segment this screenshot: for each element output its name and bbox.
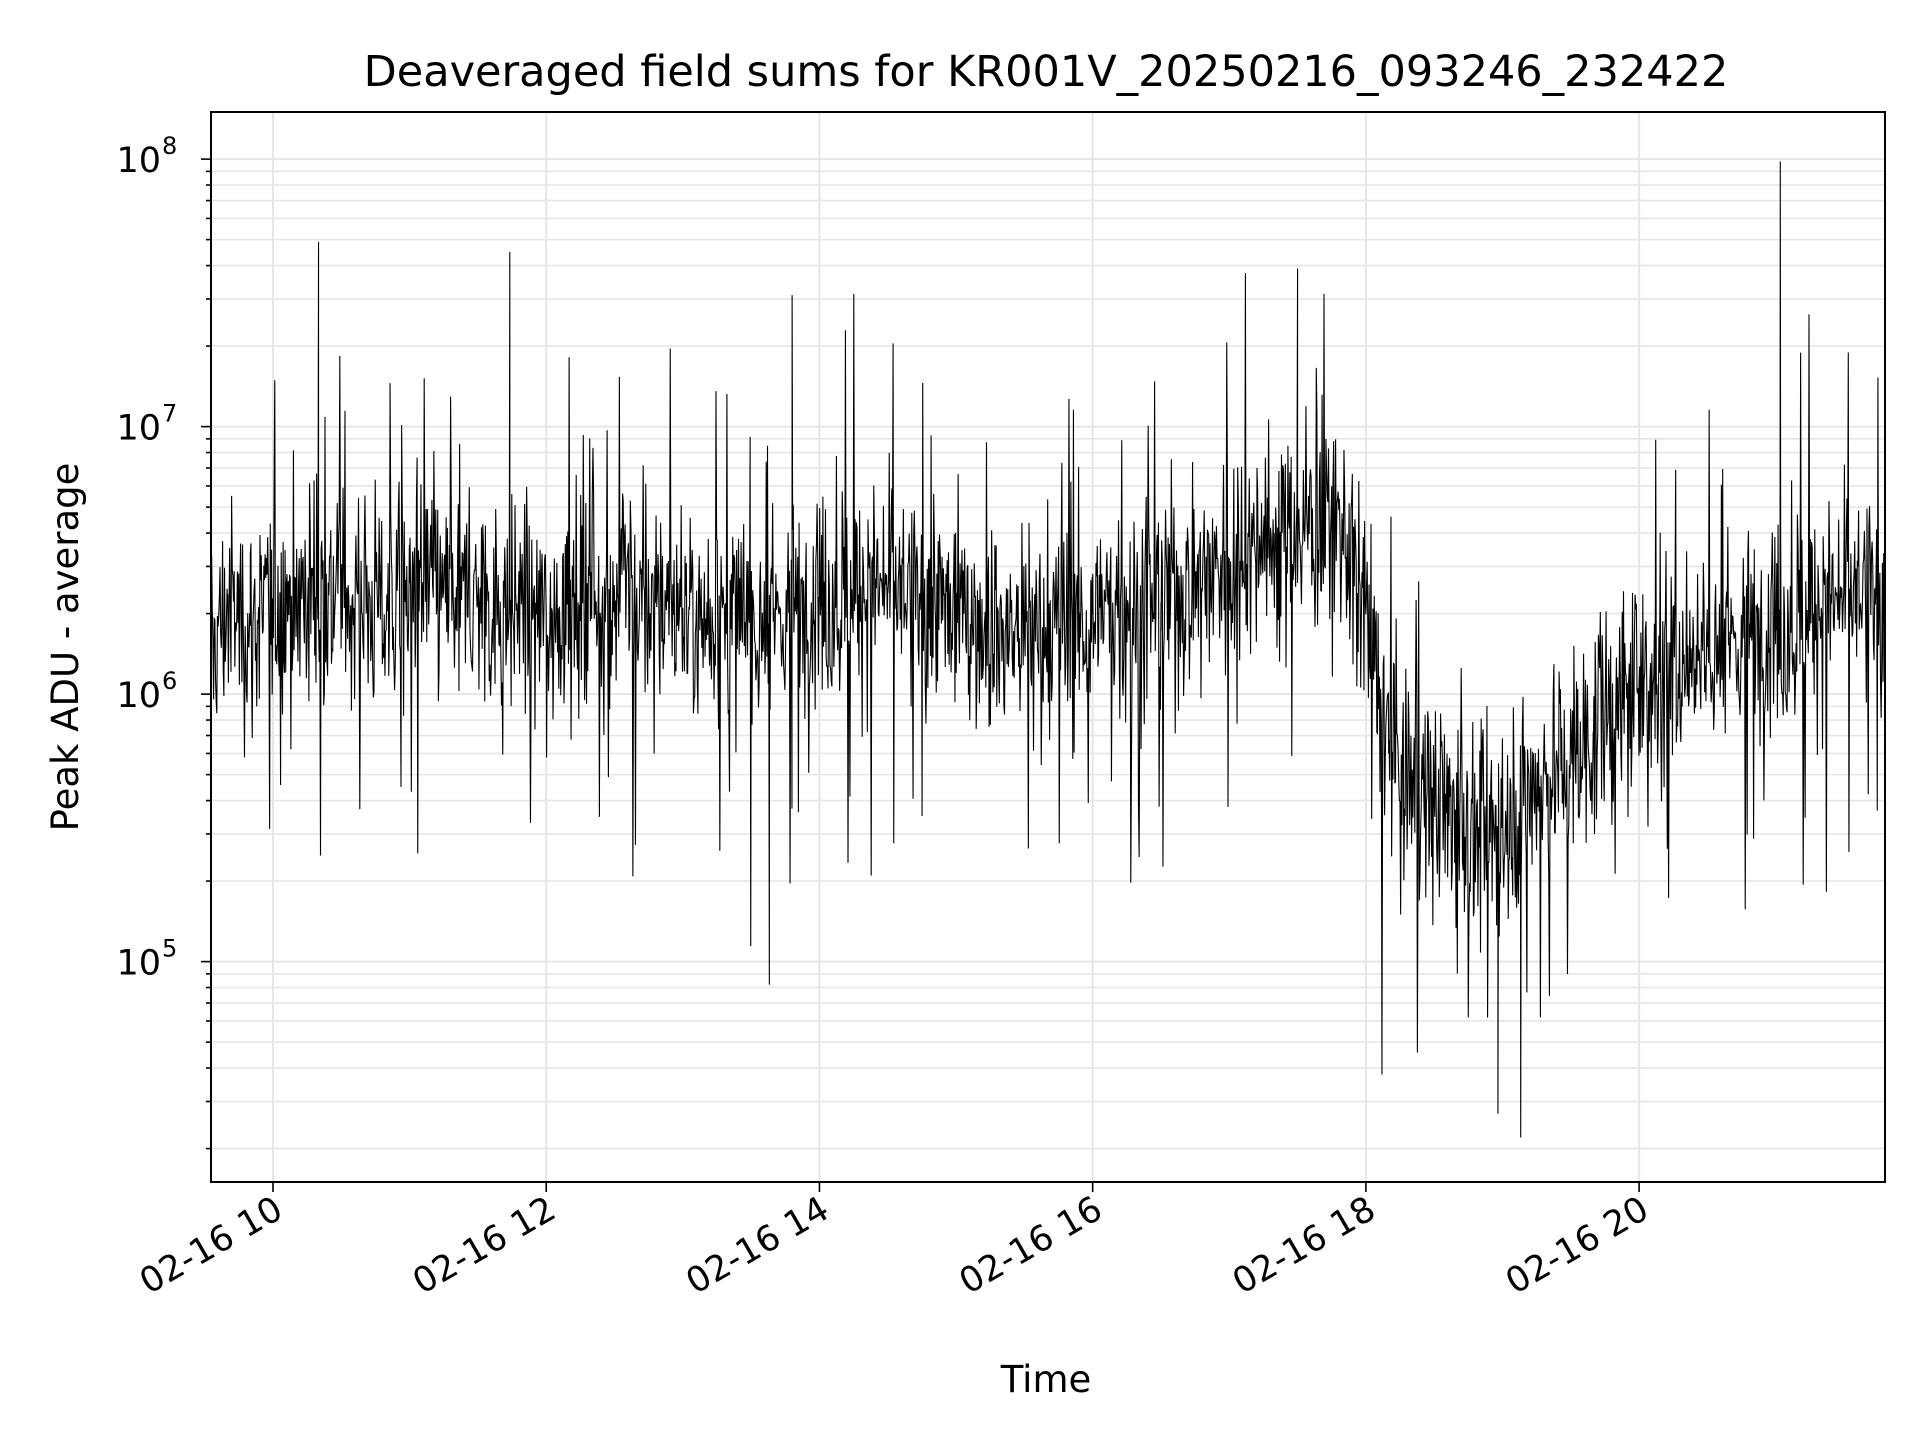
data-point [1160,602,1161,603]
y-axis-label: Peak ADU - average [44,463,87,832]
y-tick-exponent: 5 [162,935,177,963]
y-tick-exponent: 6 [162,667,177,695]
data-point [1497,1113,1498,1114]
data-point [1434,800,1435,801]
data-point [1365,613,1366,614]
data-point [227,607,228,608]
data-point [1593,735,1594,736]
chart-title: Deaveraged field sums for KR001V_2025021… [364,47,1729,97]
y-tick-label: 10 5 [116,935,177,984]
y-tick-label: 10 8 [116,132,177,181]
plot-frame [210,111,1886,1183]
y-tick-base: 10 [116,409,161,449]
y-tick-base: 10 [116,141,161,181]
data-point [956,613,957,614]
data-point [1821,607,1822,608]
data-point [1229,558,1230,559]
data-point [1001,632,1002,633]
data-point [455,597,456,598]
data-point [1047,639,1048,640]
y-tick-base: 10 [116,944,161,984]
y-tick-label: 10 6 [116,667,177,716]
data-point [409,583,410,584]
data-point [1707,647,1708,648]
data-point [1092,613,1093,614]
data-point [751,625,752,626]
data-point [318,241,319,242]
data-point [386,607,387,608]
data-point [250,625,251,626]
data-point [682,607,683,608]
data-point [1780,161,1781,162]
data-point [546,613,547,614]
y-tick-exponent: 8 [162,132,177,160]
data-point [341,587,342,588]
data-point [1388,753,1389,754]
data-point [887,587,888,588]
y-tick-base: 10 [116,676,161,716]
series-line [210,161,1886,1138]
data-point [1297,268,1298,269]
y-tick-exponent: 7 [162,400,177,428]
data-point [819,597,820,598]
data-point [509,251,510,252]
series-trace [210,161,1886,1138]
data-point [1639,683,1640,684]
data-point [1548,774,1549,775]
x-axis-label: Time [1000,1358,1092,1401]
data-point [273,602,274,603]
data-point [1479,841,1480,842]
y-tick-label: 10 7 [116,400,177,449]
data-point [1274,533,1275,534]
data-point [1775,625,1776,626]
data-point [1520,1137,1521,1138]
data-point [792,295,793,296]
data-point [614,592,615,593]
data-point [1343,519,1344,520]
data-point [769,984,770,985]
data-point [1866,592,1867,593]
